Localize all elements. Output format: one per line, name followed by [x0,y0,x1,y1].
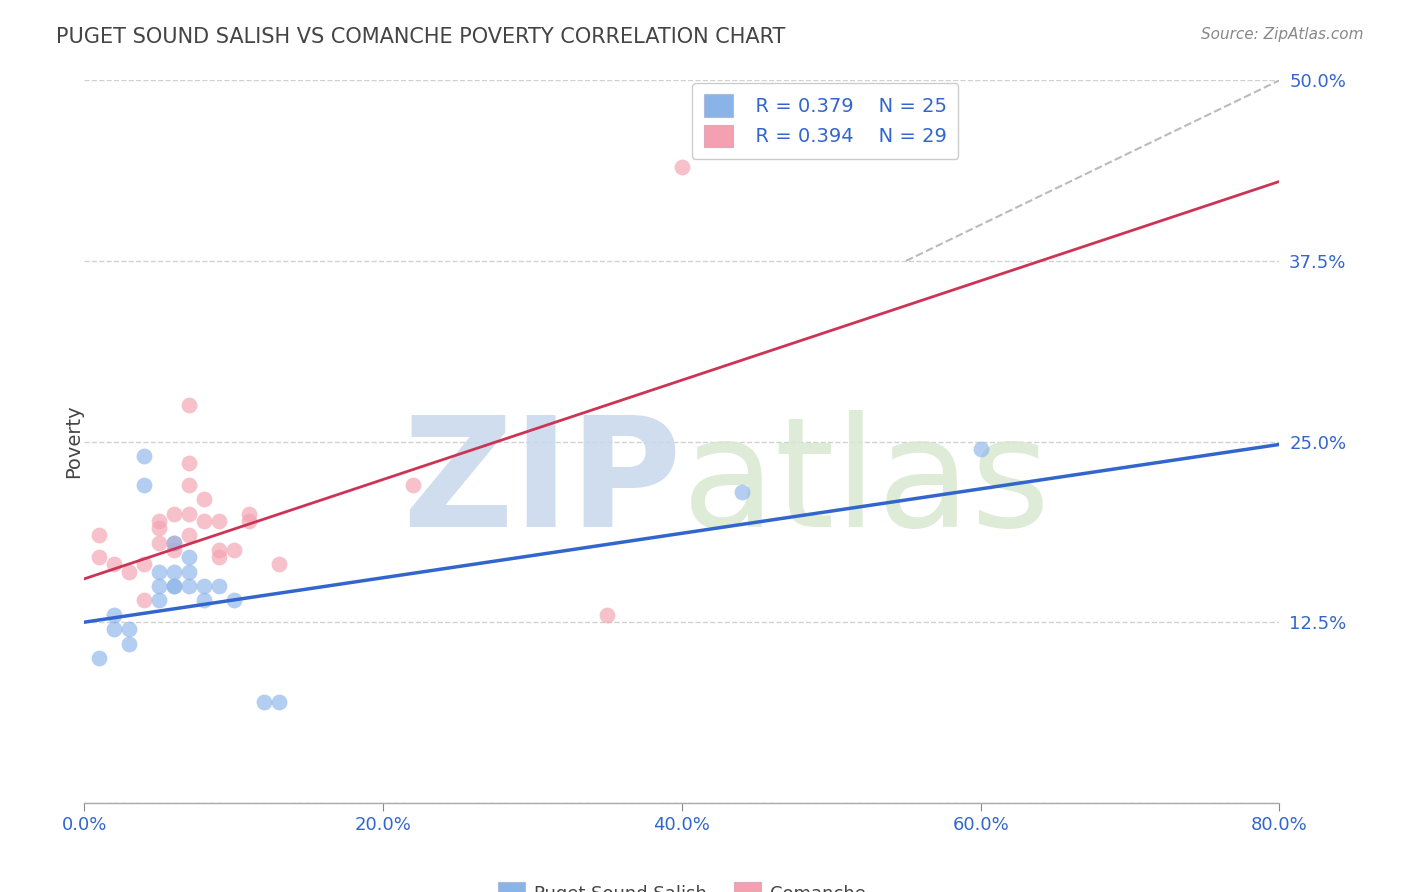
Point [177,550,200,565]
Point [253,695,276,709]
Point [193,514,215,528]
Point [103,623,125,637]
Point [208,514,231,528]
Point [132,478,156,492]
Point [148,535,170,549]
Point [731,485,754,500]
Point [238,514,260,528]
Point [132,449,156,463]
Point [238,507,260,521]
Point [163,535,186,549]
Point [177,565,200,579]
Point [148,565,170,579]
Point [193,579,215,593]
Point [148,521,170,535]
Point [163,507,186,521]
Legend: Puget Sound Salish, Comanche: Puget Sound Salish, Comanche [489,873,875,892]
Y-axis label: Poverty: Poverty [63,405,83,478]
Point [177,456,200,470]
Point [193,593,215,607]
Text: atlas: atlas [682,410,1052,559]
Point [177,478,200,492]
Text: PUGET SOUND SALISH VS COMANCHE POVERTY CORRELATION CHART: PUGET SOUND SALISH VS COMANCHE POVERTY C… [56,27,786,46]
Point [163,565,186,579]
Text: ZIP: ZIP [402,410,682,559]
Point [118,565,141,579]
Point [103,558,125,572]
Point [222,542,245,557]
Point [208,579,231,593]
Point [89,528,111,542]
Point [177,579,200,593]
Text: Source: ZipAtlas.com: Source: ZipAtlas.com [1201,27,1364,42]
Point [89,651,111,665]
Point [208,542,231,557]
Point [148,514,170,528]
Point [148,579,170,593]
Point [671,160,693,174]
Point [163,535,186,549]
Point [118,623,141,637]
Point [103,607,125,622]
Point [596,607,619,622]
Point [193,492,215,507]
Point [970,442,993,456]
Point [267,695,290,709]
Point [177,528,200,542]
Point [222,593,245,607]
Point [402,478,425,492]
Point [163,579,186,593]
Point [89,550,111,565]
Point [163,579,186,593]
Point [132,593,156,607]
Point [132,558,156,572]
Point [267,558,290,572]
Point [148,593,170,607]
Point [163,542,186,557]
Point [177,398,200,412]
Point [118,637,141,651]
Point [177,507,200,521]
Point [208,550,231,565]
